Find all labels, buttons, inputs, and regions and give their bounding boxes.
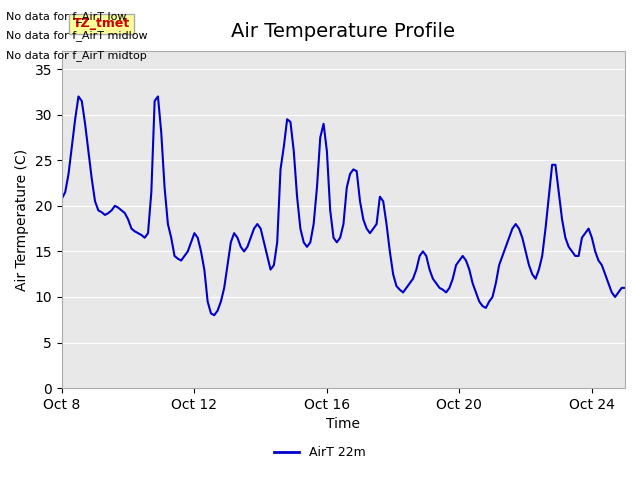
- X-axis label: Time: Time: [326, 418, 360, 432]
- Y-axis label: Air Termperature (C): Air Termperature (C): [15, 148, 29, 290]
- Text: No data for f_AirT midlow: No data for f_AirT midlow: [6, 30, 148, 41]
- Text: TZ_tmet: TZ_tmet: [73, 17, 131, 30]
- Legend: AirT 22m: AirT 22m: [269, 441, 371, 464]
- Title: Air Temperature Profile: Air Temperature Profile: [232, 22, 456, 41]
- Text: No data for f_AirT midtop: No data for f_AirT midtop: [6, 49, 147, 60]
- Text: No data for f_AirT low: No data for f_AirT low: [6, 11, 127, 22]
